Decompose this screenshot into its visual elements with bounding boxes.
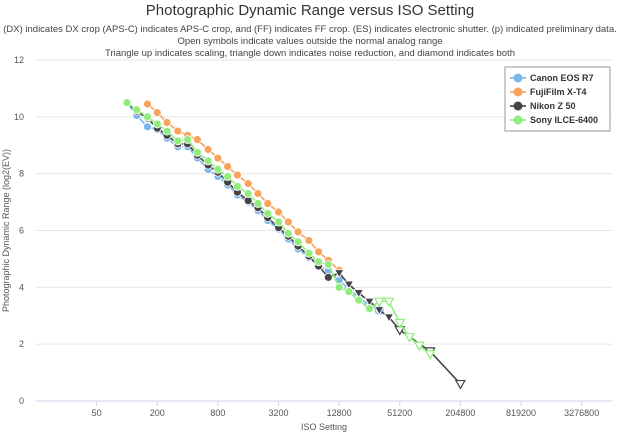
chart-title: Photographic Dynamic Range versus ISO Se… xyxy=(145,2,475,19)
data-point-sony-ilce-6400[interactable] xyxy=(192,147,202,157)
legend-item-nikon-z-50[interactable]: Nikon Z 50 xyxy=(510,101,576,111)
data-point-sony-ilce-6400[interactable] xyxy=(314,257,324,267)
grid-lines xyxy=(36,59,612,345)
data-point-fujifilm-x-t4[interactable] xyxy=(192,135,202,144)
data-point-fujifilm-x-t4[interactable] xyxy=(283,217,293,227)
chart-subtitle-line-2: Open symbols indicate values outside the… xyxy=(177,36,443,47)
y-tick-label: 6 xyxy=(19,226,24,236)
legend-item-sony-ilce-6400[interactable]: Sony ILCE-6400 xyxy=(510,115,598,125)
data-point-sony-ilce-6400[interactable] xyxy=(394,318,406,329)
data-point-sony-ilce-6400[interactable] xyxy=(283,228,293,238)
data-point-sony-ilce-6400[interactable] xyxy=(263,209,273,218)
legend-item-fujifilm-x-t4[interactable]: FujiFilm X-T4 xyxy=(510,87,587,97)
data-point-nikon-z-50[interactable] xyxy=(343,280,355,290)
data-point-fujifilm-x-t4[interactable] xyxy=(173,126,183,136)
data-point-fujifilm-x-t4[interactable] xyxy=(162,118,172,127)
series-sony-ilce-6400 xyxy=(122,98,436,360)
data-point-sony-ilce-6400[interactable] xyxy=(344,287,354,296)
y-tick-label: 8 xyxy=(19,169,24,179)
data-point-sony-ilce-6400[interactable] xyxy=(223,172,233,181)
data-point-fujifilm-x-t4[interactable] xyxy=(233,170,242,180)
x-tick-label: 12800 xyxy=(327,408,352,418)
data-point-sony-ilce-6400[interactable] xyxy=(274,217,283,227)
data-point-fujifilm-x-t4[interactable] xyxy=(223,162,233,171)
data-point-fujifilm-x-t4[interactable] xyxy=(152,108,162,117)
legend-marker xyxy=(513,87,523,97)
data-point-fujifilm-x-t4[interactable] xyxy=(243,179,253,189)
data-point-sony-ilce-6400[interactable] xyxy=(293,237,303,247)
data-point-nikon-z-50[interactable] xyxy=(454,379,466,390)
y-tick-label: 12 xyxy=(14,55,24,65)
data-point-canon-eos-r7[interactable] xyxy=(143,122,152,132)
legend-marker xyxy=(513,101,523,111)
data-point-nikon-z-50[interactable] xyxy=(333,269,345,279)
legend-label: Nikon Z 50 xyxy=(530,101,576,111)
data-point-fujifilm-x-t4[interactable] xyxy=(274,207,283,217)
data-point-sony-ilce-6400[interactable] xyxy=(233,182,242,191)
data-point-sony-ilce-6400[interactable] xyxy=(424,350,436,360)
series-layer xyxy=(122,98,466,390)
x-tick-label: 800 xyxy=(210,408,225,418)
data-point-sony-ilce-6400[interactable] xyxy=(122,98,132,108)
x-tick-label: 50 xyxy=(92,408,102,418)
data-point-sony-ilce-6400[interactable] xyxy=(213,165,223,174)
data-point-sony-ilce-6400[interactable] xyxy=(143,112,152,122)
data-point-fujifilm-x-t4[interactable] xyxy=(314,247,324,257)
data-point-sony-ilce-6400[interactable] xyxy=(253,199,263,208)
legend-marker xyxy=(513,115,523,125)
y-tick-label: 0 xyxy=(19,396,24,406)
series-fujifilm-x-t4 xyxy=(143,99,344,275)
x-tick-label: 204800 xyxy=(445,408,475,418)
data-point-fujifilm-x-t4[interactable] xyxy=(203,145,213,154)
data-point-fujifilm-x-t4[interactable] xyxy=(253,189,263,198)
data-point-sony-ilce-6400[interactable] xyxy=(304,248,314,258)
data-point-nikon-z-50[interactable] xyxy=(364,297,375,307)
x-tick-label: 3200 xyxy=(269,408,289,418)
data-point-sony-ilce-6400[interactable] xyxy=(354,295,364,305)
x-axis-ticks: 50 200 800 3200 12800 51200 204800 819200 327680… xyxy=(92,401,599,418)
data-point-fujifilm-x-t4[interactable] xyxy=(304,236,314,245)
data-point-sony-ilce-6400[interactable] xyxy=(365,304,374,314)
y-tick-label: 4 xyxy=(19,282,24,292)
data-point-sony-ilce-6400[interactable] xyxy=(383,297,395,308)
y-tick-label: 2 xyxy=(19,339,24,349)
legend-item-canon-eos-r7[interactable]: Canon EOS R7 xyxy=(510,73,594,83)
data-point-sony-ilce-6400[interactable] xyxy=(132,105,142,115)
data-point-sony-ilce-6400[interactable] xyxy=(334,282,344,292)
x-tick-label: 819200 xyxy=(506,408,536,418)
data-point-fujifilm-x-t4[interactable] xyxy=(263,199,273,208)
data-point-sony-ilce-6400[interactable] xyxy=(183,135,192,144)
data-point-sony-ilce-6400[interactable] xyxy=(373,297,385,308)
legend-marker xyxy=(513,73,523,83)
x-axis-title: ISO Setting xyxy=(301,422,347,432)
data-point-sony-ilce-6400[interactable] xyxy=(173,136,183,146)
data-point-sony-ilce-6400[interactable] xyxy=(203,156,213,166)
x-tick-label: 51200 xyxy=(387,408,412,418)
x-tick-label: 3276800 xyxy=(564,408,599,418)
data-point-sony-ilce-6400[interactable] xyxy=(243,189,253,198)
data-point-sony-ilce-6400[interactable] xyxy=(152,119,162,129)
data-point-nikon-z-50[interactable] xyxy=(353,289,364,299)
legend-label: Sony ILCE-6400 xyxy=(530,115,598,125)
x-tick-label: 200 xyxy=(150,408,165,418)
data-point-sony-ilce-6400[interactable] xyxy=(404,333,416,343)
data-point-fujifilm-x-t4[interactable] xyxy=(213,153,223,163)
data-point-fujifilm-x-t4[interactable] xyxy=(143,99,152,109)
data-point-nikon-z-50[interactable] xyxy=(383,313,395,323)
data-point-fujifilm-x-t4[interactable] xyxy=(293,227,303,237)
y-axis-ticks: 0 2 4 6 8 10 12 xyxy=(14,55,24,406)
legend[interactable]: Canon EOS R7 FujiFilm X-T4 Nikon Z 50 Sony … xyxy=(504,66,611,132)
y-axis-title: Photographic Dynamic Range (log2(EV)) xyxy=(1,149,11,312)
legend-label: FujiFilm X-T4 xyxy=(530,87,587,97)
data-point-sony-ilce-6400[interactable] xyxy=(323,260,333,270)
data-point-nikon-z-50[interactable] xyxy=(323,272,333,282)
data-point-sony-ilce-6400[interactable] xyxy=(162,126,172,136)
data-point-sony-ilce-6400[interactable] xyxy=(413,341,425,352)
legend-label: Canon EOS R7 xyxy=(530,73,594,83)
chart-subtitle-line-1: (DX) indicates DX crop (APS-C) indicates… xyxy=(3,24,617,35)
chart-subtitle-line-3: Triangle up indicates scaling, triangle … xyxy=(105,48,515,59)
y-tick-label: 10 xyxy=(14,112,24,122)
